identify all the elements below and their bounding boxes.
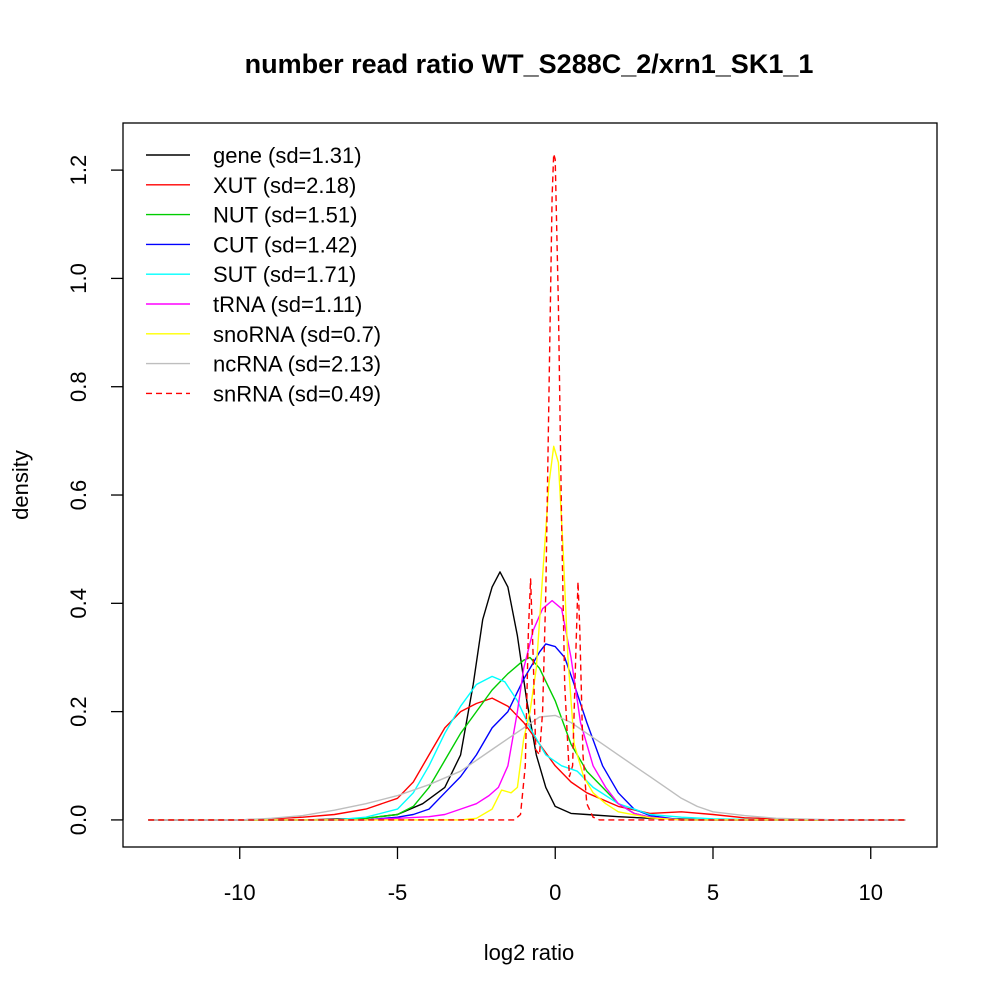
y-tick-label: 0.6 (66, 480, 91, 511)
series-layer (148, 153, 906, 821)
series-line-4 (148, 675, 906, 821)
y-tick-label: 1.0 (66, 263, 91, 294)
legend-label: NUT (sd=1.51) (213, 203, 357, 228)
legend-label: tRNA (sd=1.11) (213, 292, 362, 317)
y-tick-label: 0.0 (66, 805, 91, 836)
series-line-6 (148, 445, 906, 821)
legend: gene (sd=1.31) XUT (sd=2.18) NUT (sd=1.51)… (146, 143, 381, 406)
legend-label: snoRNA (sd=0.7) (213, 322, 381, 347)
y-tick-label: 0.4 (66, 588, 91, 619)
y-axis: 0.0 0.2 0.4 0.6 0.8 1.0 1.2 (66, 155, 124, 836)
x-axis-label: log2 ratio (484, 940, 575, 965)
legend-label: ncRNA (sd=2.13) (213, 352, 381, 377)
y-tick-label: 1.2 (66, 155, 91, 186)
x-tick-label: 0 (549, 880, 561, 905)
series-line-3 (148, 643, 906, 821)
x-tick-label: 5 (707, 880, 719, 905)
y-axis-label: density (8, 450, 33, 520)
legend-label: snRNA (sd=0.49) (213, 381, 381, 406)
series-line-2 (148, 656, 906, 821)
series-line-5 (148, 599, 906, 821)
y-tick-label: 0.2 (66, 696, 91, 727)
series-line-8 (148, 153, 906, 821)
chart-title: number read ratio WT_S288C_2/xrn1_SK1_1 (245, 49, 814, 79)
legend-label: CUT (sd=1.42) (213, 232, 357, 257)
legend-label: XUT (sd=2.18) (213, 173, 356, 198)
y-tick-label: 0.8 (66, 371, 91, 402)
legend-label: SUT (sd=1.71) (213, 262, 356, 287)
x-axis: -10 -5 0 5 10 (224, 846, 883, 905)
series-line-0 (148, 571, 906, 821)
x-tick-label: -10 (224, 880, 256, 905)
x-tick-label: 10 (859, 880, 883, 905)
series-line-7 (148, 714, 906, 821)
x-tick-label: -5 (388, 880, 408, 905)
series-line-1 (148, 697, 906, 821)
legend-label: gene (sd=1.31) (213, 143, 362, 168)
